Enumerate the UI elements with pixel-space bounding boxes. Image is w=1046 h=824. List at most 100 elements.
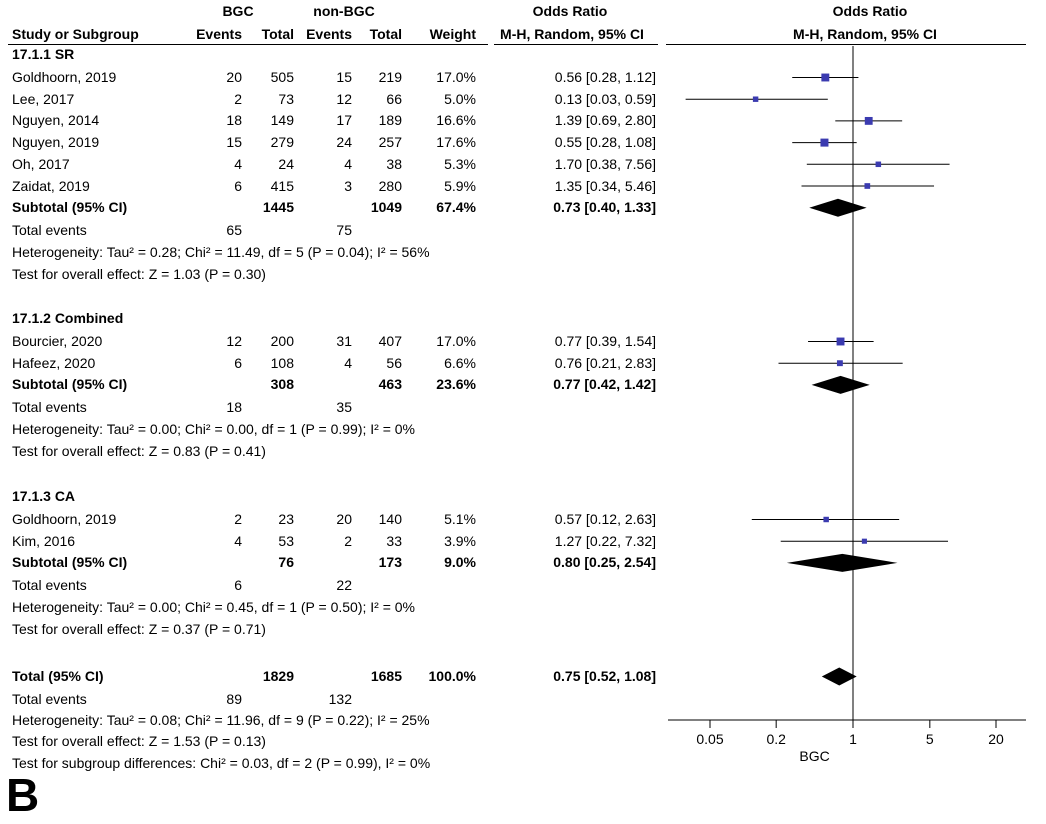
total-events-label: Total events	[12, 222, 87, 239]
events2-cell: 4	[344, 354, 352, 371]
ci-cell: 0.56 [0.28, 1.12]	[554, 69, 656, 85]
weight-cell: 17.0%	[436, 333, 476, 349]
events2-cell: 4	[344, 155, 352, 172]
study-point-estimate	[836, 337, 845, 346]
group2-header: non-BGC	[313, 3, 375, 19]
or-plot-header: Odds Ratio	[832, 3, 908, 19]
or-table-header: Odds Ratio	[532, 3, 608, 19]
x-axis-favours-label: BGC	[799, 748, 829, 764]
ci-cell: 0.13 [0.03, 0.59]	[554, 90, 656, 107]
total-events-label: Total events	[12, 399, 87, 416]
ci-cell: 1.35 [0.34, 5.46]	[554, 177, 656, 194]
total1-cell: 505	[270, 69, 294, 85]
subtotal-ci: 0.73 [0.40, 1.33]	[553, 199, 656, 216]
study-name: Bourcier, 2020	[12, 333, 103, 349]
heterogeneity-text: Heterogeneity: Tau² = 0.00; Chi² = 0.00,…	[12, 421, 415, 438]
study-point-estimate	[752, 96, 759, 102]
total-events1: 6	[234, 577, 242, 594]
header-rule-left	[8, 44, 488, 45]
events2-cell: 17	[336, 112, 352, 129]
header-rule-mid	[494, 44, 658, 45]
events2-cell: 2	[344, 532, 352, 549]
study-name: Zaidat, 2019	[12, 177, 90, 194]
study-point-estimate	[823, 516, 829, 523]
group1-header: BGC	[222, 3, 254, 19]
events1-cell: 4	[234, 532, 242, 549]
subtotal-label: Subtotal (95% CI)	[12, 199, 128, 216]
weight-header: Weight	[429, 26, 476, 42]
study-column-header: Study or Subgroup	[12, 26, 139, 42]
total1-cell: 279	[270, 134, 294, 151]
total2-cell: 140	[378, 511, 402, 527]
events1-cell: 12	[226, 333, 242, 349]
study-name: Hafeez, 2020	[12, 354, 96, 371]
total2-cell: 66	[386, 90, 402, 107]
weight-cell: 5.3%	[444, 155, 476, 172]
total1-cell: 200	[270, 333, 294, 349]
events2-cell: 31	[336, 333, 352, 349]
subtotal-weight: 23.6%	[436, 376, 476, 393]
x-tick-label: 0.2	[766, 731, 786, 747]
x-tick-label: 20	[988, 731, 1004, 747]
total1-cell: 23	[278, 511, 294, 527]
weight-cell: 3.9%	[444, 532, 476, 549]
overall-effect-text: Test for overall effect: Z = 0.83 (P = 0…	[12, 443, 266, 460]
heterogeneity-text: Heterogeneity: Tau² = 0.00; Chi² = 0.45,…	[12, 599, 415, 616]
weight-cell: 16.6%	[436, 112, 476, 129]
total2-cell: 33	[386, 532, 402, 549]
weight-cell: 6.6%	[444, 354, 476, 371]
events1-cell: 15	[226, 134, 242, 151]
events2-cell: 15	[336, 69, 352, 85]
events2-header: Events	[306, 26, 352, 42]
pooled-estimate-diamond	[809, 198, 867, 217]
method-table-header: M-H, Random, 95% CI	[500, 26, 644, 42]
ci-cell: 0.57 [0.12, 2.63]	[554, 511, 656, 527]
total2-cell: 189	[378, 112, 402, 129]
total-events1: 65	[226, 222, 242, 239]
total1-cell: 53	[278, 532, 294, 549]
x-tick-label: 1	[849, 731, 857, 747]
total2-header: Total	[369, 26, 402, 42]
heterogeneity-text: Heterogeneity: Tau² = 0.08; Chi² = 11.96…	[12, 712, 430, 728]
subtotal-total1: 76	[278, 554, 294, 571]
total-events-label: Total events	[12, 691, 87, 707]
subtotal-weight: 67.4%	[436, 199, 476, 216]
study-point-estimate	[864, 183, 871, 189]
x-tick-label: 0.05	[696, 731, 723, 747]
subgroup-title: 17.1.3 CA	[12, 488, 76, 504]
study-point-estimate	[836, 360, 843, 367]
total2-cell: 38	[386, 155, 402, 172]
total1-cell: 24	[278, 155, 294, 172]
subtotal-ci: 0.80 [0.25, 2.54]	[553, 554, 656, 571]
figure-label: B	[6, 769, 40, 821]
events1-cell: 6	[234, 177, 242, 194]
pooled-estimate-diamond	[811, 375, 870, 394]
subgroup-title: 17.1.2 Combined	[12, 310, 124, 326]
total-events1: 89	[226, 691, 242, 707]
ci-cell: 1.27 [0.22, 7.32]	[554, 532, 656, 549]
total-ci: 0.75 [0.52, 1.08]	[553, 668, 656, 684]
ci-cell: 0.76 [0.21, 2.83]	[554, 354, 656, 371]
events1-header: Events	[196, 26, 242, 42]
total1-cell: 415	[270, 177, 294, 194]
total1-header: Total	[261, 26, 294, 42]
subgroup-title: 17.1.1 SR	[12, 46, 75, 62]
total-label: Total (95% CI)	[12, 668, 104, 684]
events2-cell: 3	[344, 177, 352, 194]
subtotal-total2: 1049	[370, 199, 402, 216]
events1-cell: 4	[234, 155, 242, 172]
total1-cell: 149	[270, 112, 294, 129]
total-events2: 22	[336, 577, 352, 594]
events1-cell: 20	[226, 69, 242, 85]
study-point-estimate	[820, 138, 829, 147]
total2-cell: 407	[378, 333, 402, 349]
total-total2: 1685	[370, 668, 402, 684]
subtotal-label: Subtotal (95% CI)	[12, 376, 128, 393]
study-point-estimate	[861, 538, 867, 544]
x-tick-label: 5	[926, 731, 934, 747]
pooled-estimate-diamond	[821, 667, 857, 686]
total-total1: 1829	[262, 668, 294, 684]
events2-cell: 24	[336, 134, 352, 151]
total1-cell: 73	[278, 90, 294, 107]
